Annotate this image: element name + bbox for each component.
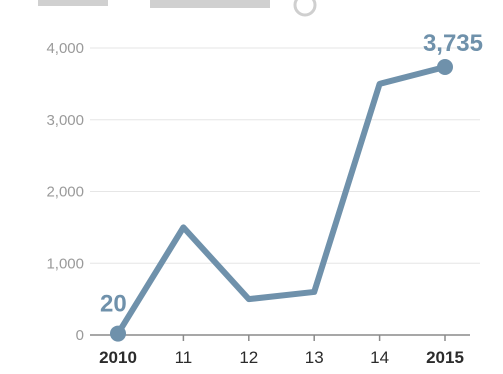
x-tick-label: 14 bbox=[370, 348, 389, 367]
x-tick-label: 13 bbox=[305, 348, 324, 367]
value-callout: 3,735 bbox=[423, 30, 483, 57]
value-callout: 20 bbox=[100, 291, 127, 318]
gridlines bbox=[90, 47, 480, 264]
title-fragment bbox=[38, 0, 317, 17]
x-tick-label: 12 bbox=[239, 348, 258, 367]
data-point bbox=[437, 59, 453, 76]
y-tick-label: 4,000 bbox=[46, 40, 84, 57]
y-tick-label: 2,000 bbox=[46, 184, 84, 201]
value-callouts: 20 3,735 bbox=[100, 30, 483, 318]
series-line bbox=[115, 64, 448, 337]
series-points bbox=[110, 59, 453, 342]
y-tick-label: 1,000 bbox=[46, 255, 84, 272]
x-axis: 2010 11 12 13 14 2015 bbox=[90, 334, 470, 367]
x-tick-label: 2015 bbox=[426, 348, 464, 367]
series-line-path bbox=[115, 64, 448, 337]
x-tick-label: 2010 bbox=[99, 348, 137, 367]
data-point bbox=[110, 325, 126, 342]
y-axis-ticks: 0 1,000 2,000 3,000 4,000 bbox=[46, 40, 84, 344]
y-tick-label: 3,000 bbox=[46, 112, 84, 129]
x-tick-label: 11 bbox=[175, 348, 193, 367]
y-tick-label: 0 bbox=[76, 327, 84, 344]
